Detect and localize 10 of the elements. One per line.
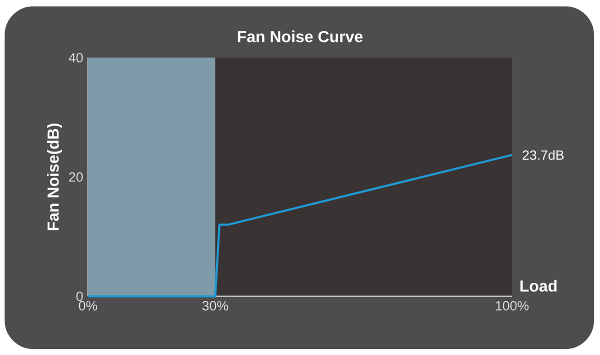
x-tick-label: 30% — [202, 301, 228, 310]
y-tick-label: 0 — [76, 292, 83, 302]
chart-title: Fan Noise Curve — [238, 30, 363, 42]
x-tick-label: 0% — [78, 301, 98, 310]
y-axis-title: Fan Noise(dB) — [47, 124, 62, 230]
x-tick-label: 100% — [496, 301, 529, 310]
annotation: 23.7dB — [522, 150, 564, 160]
y-tick-label: 20 — [69, 172, 83, 182]
x-axis-title: Load — [520, 280, 557, 292]
y-tick-label: 40 — [68, 52, 83, 62]
